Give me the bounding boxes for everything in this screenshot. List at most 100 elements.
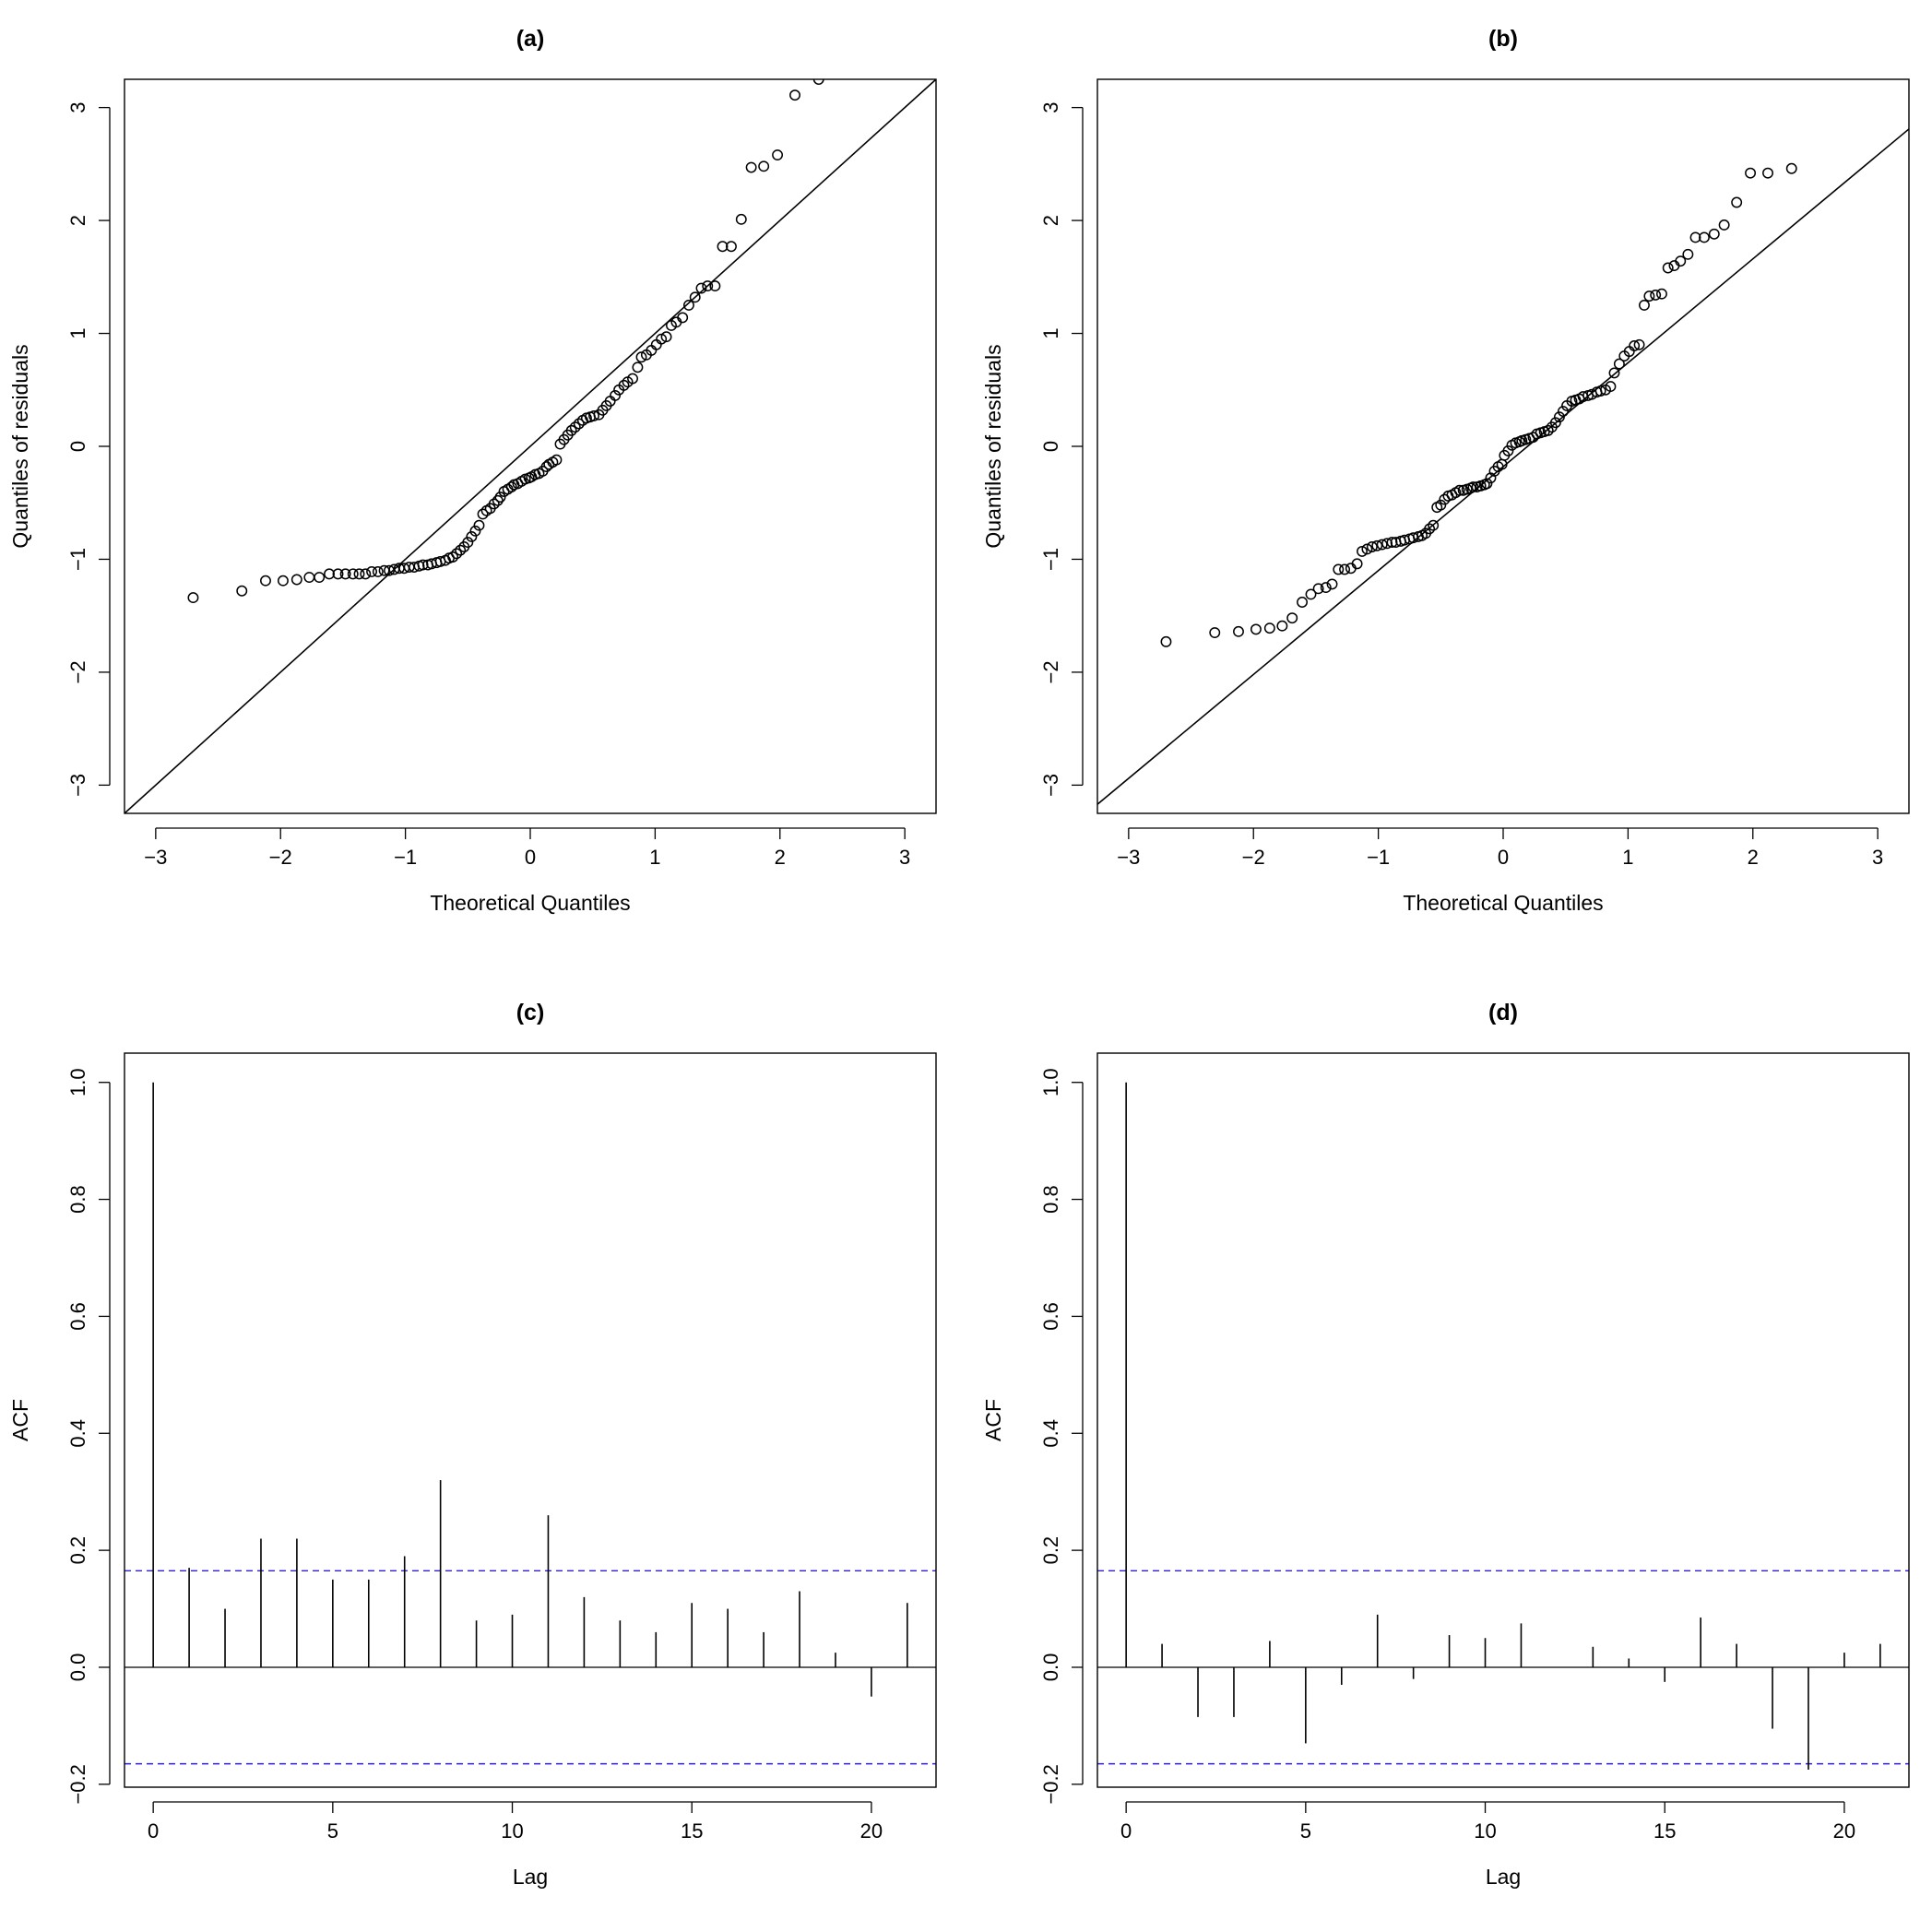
panel-a: (a) Theoretical Quantiles Quantiles of res… xyxy=(8,26,937,915)
y-tick-label: 1 xyxy=(66,327,89,338)
x-tick-label: 3 xyxy=(899,846,910,869)
y-tick-label: 0.6 xyxy=(1039,1302,1062,1331)
qq-point xyxy=(656,333,668,345)
qq-reference-line xyxy=(124,79,936,813)
x-tick-label: 10 xyxy=(1474,1819,1496,1843)
qq-point xyxy=(477,508,489,520)
qq-point xyxy=(447,551,459,563)
qq-point xyxy=(789,89,800,101)
y-tick-label: 0.4 xyxy=(66,1419,89,1448)
qq-point xyxy=(1643,290,1655,302)
x-tick-label: −2 xyxy=(269,846,292,869)
qq-point xyxy=(632,361,644,373)
y-tick-label: 0.8 xyxy=(1039,1185,1062,1214)
qq-point xyxy=(314,572,326,584)
qq-point xyxy=(1699,231,1710,243)
qq-point xyxy=(469,525,481,537)
qq-point xyxy=(366,565,378,577)
qq-point xyxy=(717,241,729,253)
qq-point xyxy=(635,351,647,363)
x-tick-label: 10 xyxy=(501,1819,523,1843)
x-tick-label: −1 xyxy=(1367,846,1390,869)
y-tick-label: 0.4 xyxy=(1039,1419,1062,1448)
qq-point xyxy=(324,568,335,580)
x-tick-label: 5 xyxy=(1300,1819,1311,1843)
plot-area xyxy=(124,1082,936,1765)
qq-point xyxy=(660,331,672,343)
qq-point xyxy=(758,160,770,172)
x-tick-label: 20 xyxy=(860,1819,883,1843)
qq-point xyxy=(1357,545,1368,557)
qq-point xyxy=(1467,481,1479,493)
y-tick-label: −2 xyxy=(66,660,89,683)
qq-point xyxy=(505,481,517,493)
qq-point xyxy=(1263,622,1275,634)
plot-area xyxy=(1097,1082,1909,1770)
qq-point xyxy=(1639,299,1650,311)
qq-point xyxy=(569,421,581,433)
qq-point xyxy=(1689,231,1701,243)
qq-point xyxy=(677,312,689,324)
qq-point xyxy=(735,213,747,225)
qq-point xyxy=(1376,539,1388,551)
y-tick-label: 0 xyxy=(66,441,89,452)
y-tick-label: 0.0 xyxy=(66,1653,89,1682)
panel-title: (d) xyxy=(1488,1000,1518,1025)
qq-point xyxy=(236,585,248,597)
x-tick-label: −2 xyxy=(1242,846,1265,869)
qq-point xyxy=(384,564,395,576)
qq-point xyxy=(187,592,199,604)
qq-point xyxy=(1502,444,1514,456)
qq-point xyxy=(650,338,662,350)
qq-point xyxy=(772,149,784,160)
y-tick-label: −0.2 xyxy=(1039,1764,1062,1804)
qq-point xyxy=(610,389,622,401)
x-tick-label: 0 xyxy=(525,846,536,869)
qq-point xyxy=(462,537,474,549)
y-axis-label: ACF xyxy=(981,1399,1005,1441)
y-tick-label: −1 xyxy=(66,548,89,571)
qq-reference-line xyxy=(1097,127,1909,806)
qq-point xyxy=(1675,255,1687,267)
x-tick-label: −3 xyxy=(1117,846,1140,869)
qq-point xyxy=(1481,478,1493,490)
qq-point xyxy=(488,498,500,510)
y-tick-label: 0.2 xyxy=(1039,1536,1062,1565)
x-tick-label: 3 xyxy=(1872,846,1883,869)
qq-point xyxy=(1428,519,1440,531)
qq-point xyxy=(353,568,365,580)
y-tick-label: 0.2 xyxy=(66,1536,89,1565)
qq-point xyxy=(1366,541,1378,552)
qq-point xyxy=(1297,597,1308,608)
qq-point xyxy=(1333,563,1345,575)
qq-point xyxy=(695,282,707,294)
qq-point xyxy=(1785,162,1797,174)
y-tick-label: 2 xyxy=(66,215,89,226)
qq-point xyxy=(1682,248,1694,260)
qq-point xyxy=(1160,635,1172,647)
qq-point xyxy=(1435,499,1447,511)
x-axis-label: Lag xyxy=(1486,1865,1521,1889)
qq-point xyxy=(1371,539,1383,551)
qq-point xyxy=(1286,612,1298,624)
y-tick-label: −1 xyxy=(1039,548,1062,571)
plot-frame xyxy=(1096,78,1910,814)
y-tick-label: 1.0 xyxy=(66,1068,89,1096)
x-tick-label: 15 xyxy=(681,1819,703,1843)
x-axis-label: Theoretical Quantiles xyxy=(1403,891,1603,915)
qq-point xyxy=(573,418,585,430)
qq-point xyxy=(1655,288,1667,300)
x-tick-label: 0 xyxy=(1120,1819,1132,1843)
qq-point xyxy=(1731,196,1743,208)
qq-point xyxy=(1633,338,1645,350)
qq-point xyxy=(682,299,694,311)
x-tick-label: 0 xyxy=(1498,846,1509,869)
panel-d: (d) Lag ACF 0 5 10 15 20 −0.2 0.0 0.2 0.4 0.6 0.8 1.0 xyxy=(981,1000,1910,1889)
qq-point xyxy=(1558,406,1569,417)
qq-point xyxy=(702,280,714,292)
qq-point xyxy=(1718,219,1730,231)
plot-frame xyxy=(124,78,937,814)
x-tick-label: −3 xyxy=(144,846,167,869)
qq-point xyxy=(277,575,289,587)
